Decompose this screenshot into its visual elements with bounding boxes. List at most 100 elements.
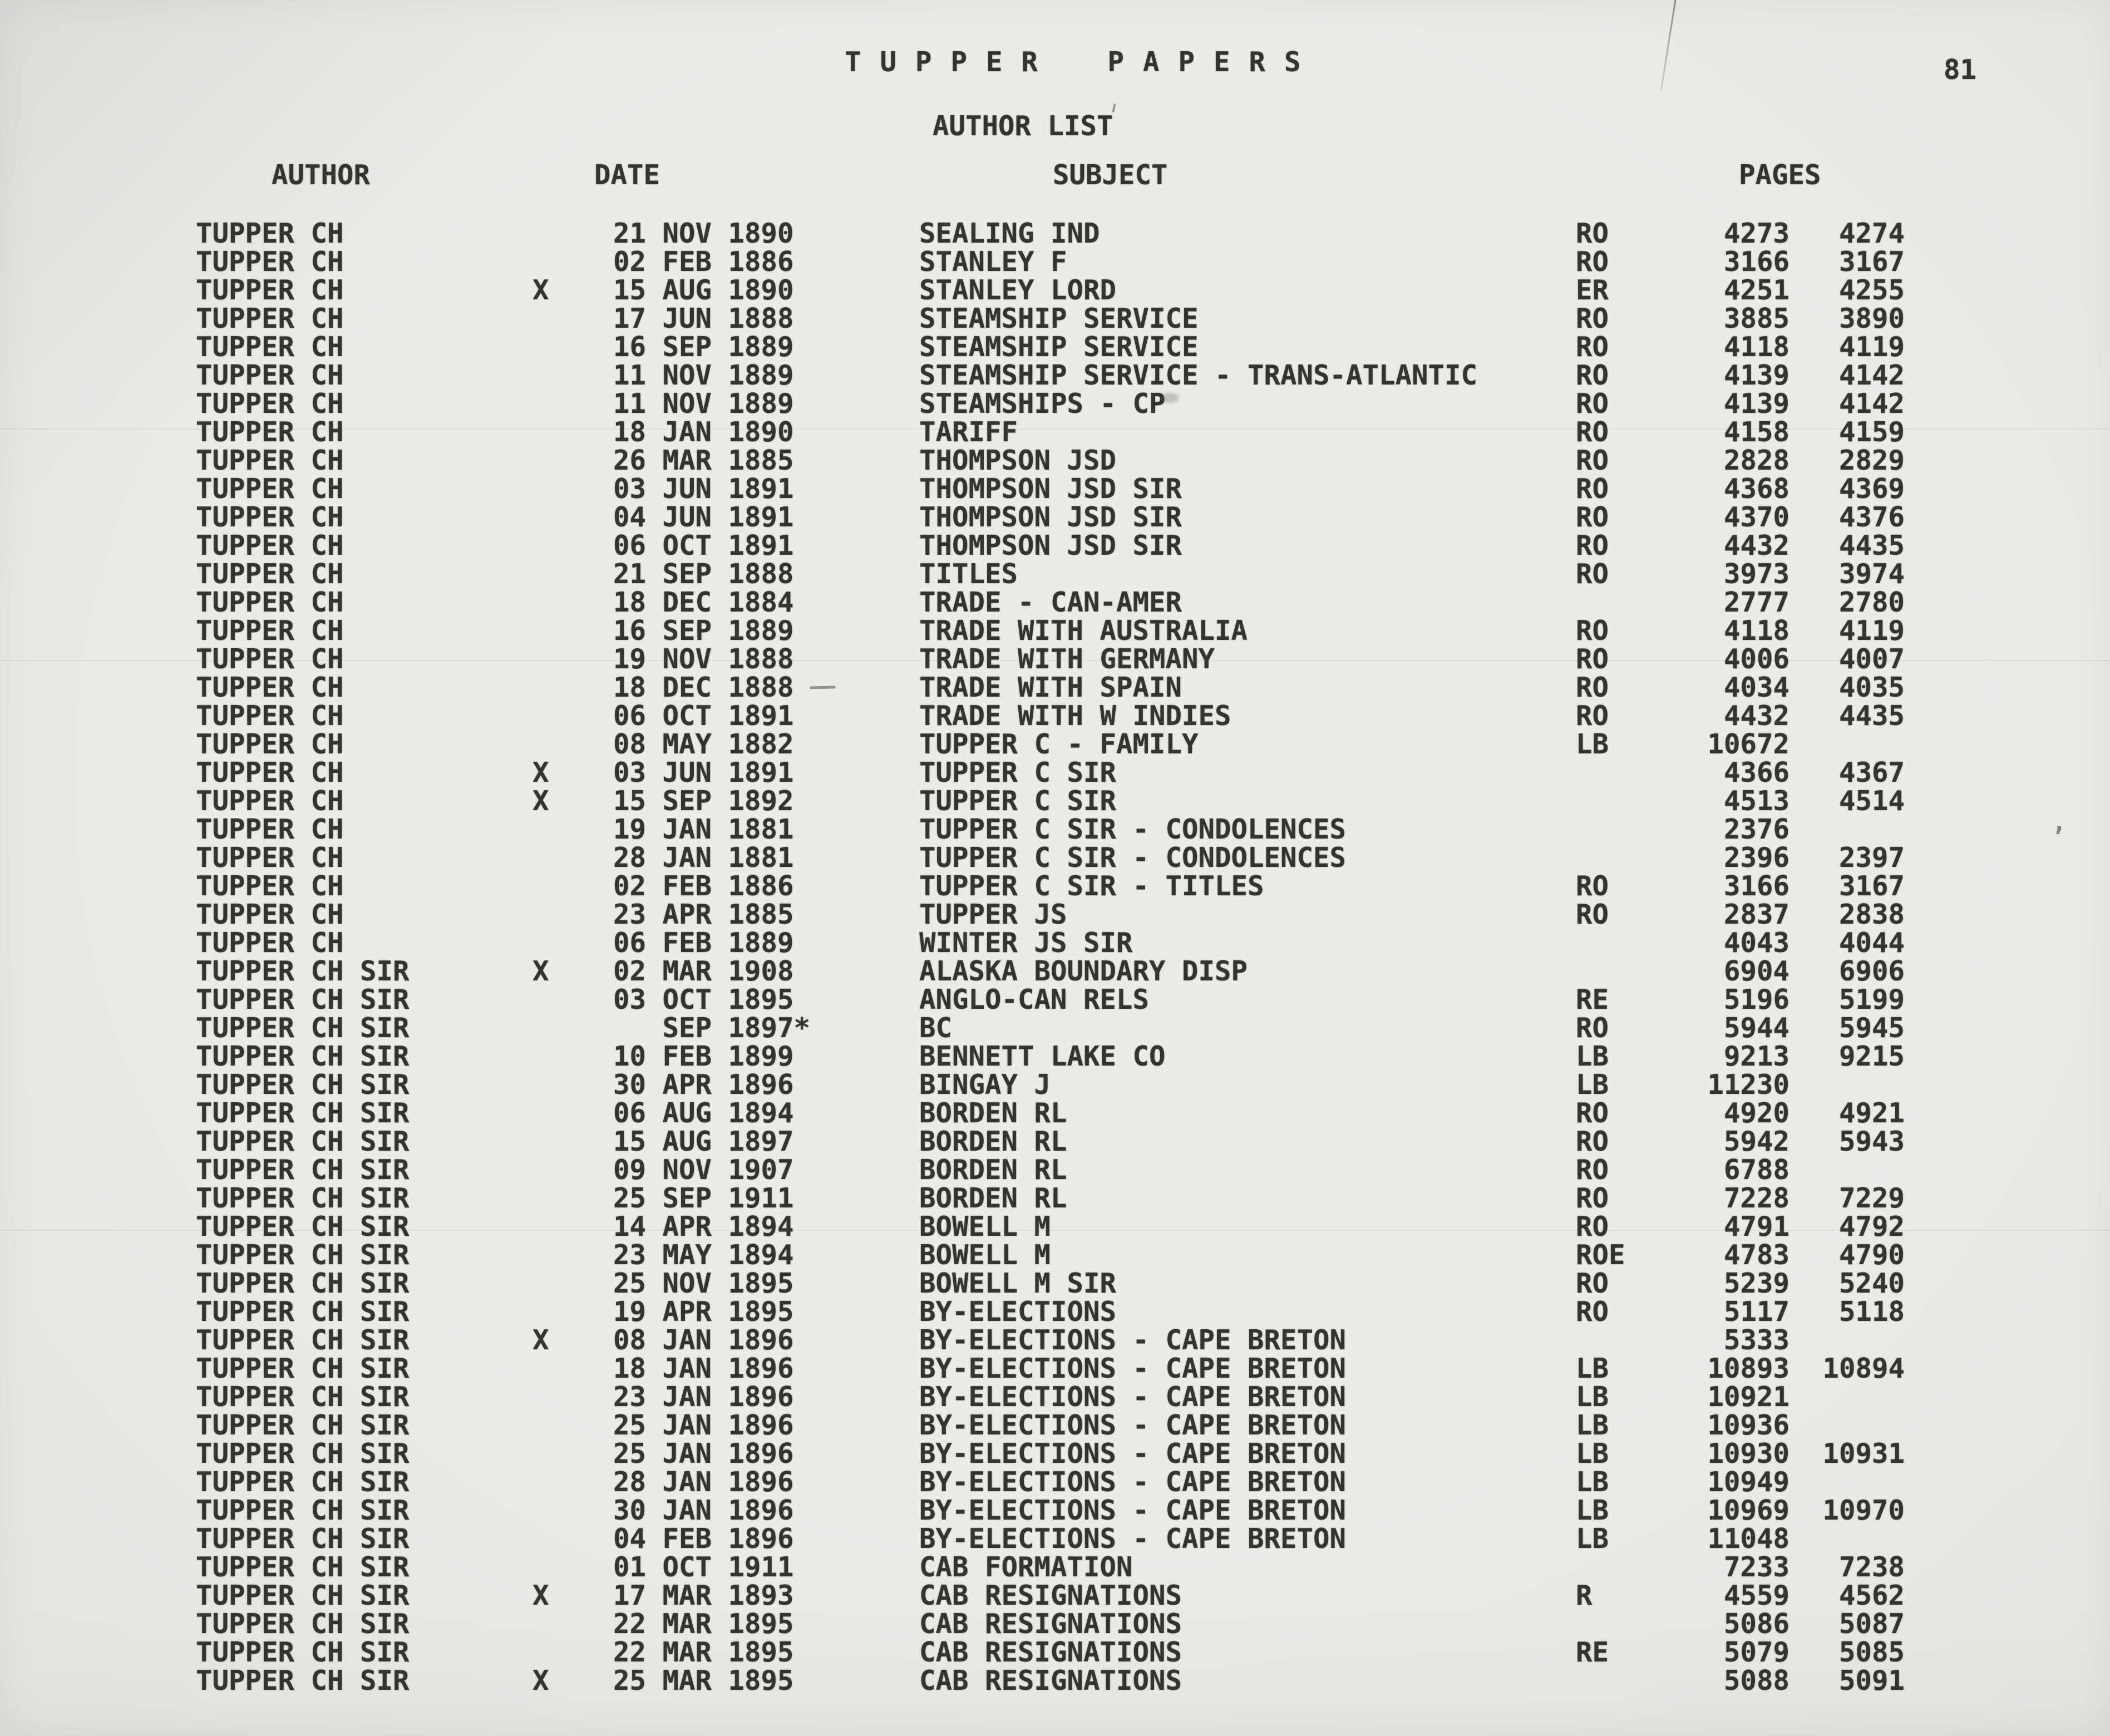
page-from-cell: 5239 [1723,1268,1789,1299]
subject-cell: SEALING IND [919,218,1100,249]
table-row: TUPPER CH SIR 09 NOV 1907 BORDEN RL RO 6788 [196,1156,1921,1184]
page-to-cell: 5091 [1838,1665,1905,1696]
subject-cell: THOMPSON JSD SIR [919,530,1182,561]
page-to-cell: 4514 [1838,785,1905,817]
date-cell: 15 AUG 1890 [613,274,794,306]
page-to-cell: 4376 [1838,501,1905,533]
author-cell: TUPPER CH [196,643,344,675]
subject-cell: ANGLO-CAN RELS [919,984,1150,1015]
page-from-cell: 4370 [1723,501,1789,533]
page-from-cell: 11230 [1707,1069,1789,1101]
subject-cell: CAB RESIGNATIONS [919,1580,1182,1611]
table-row: TUPPER CH SIR 22 MAR 1895 CAB RESIGNATIONS… [196,1638,1921,1666]
code-cell: RO [1576,1126,1609,1157]
table-row: TUPPER CH SIR 10 FEB 1899 BENNETT LAKE CO L… [196,1042,1921,1071]
page-from-cell: 3885 [1723,303,1789,334]
subject-cell: TUPPER JS [919,899,1067,930]
page-from-cell: 5079 [1723,1636,1789,1668]
code-cell: LB [1576,1495,1609,1526]
code-cell: RO [1576,530,1609,561]
subject-cell: BY-ELECTIONS - CAPE BRETON [919,1324,1347,1356]
date-cell: 22 MAR 1895 [613,1636,794,1668]
page-number: 81 [1944,54,1977,86]
code-cell: RO [1576,473,1609,505]
cross-mark-cell: X [533,757,549,788]
code-cell: R [1576,1580,1593,1611]
date-cell: 25 MAR 1895 [613,1665,794,1696]
code-cell: LB [1576,1438,1609,1469]
page-to-cell: 2829 [1838,445,1905,476]
page-from-cell: 10936 [1707,1409,1789,1441]
ink-speck-artifact: ’ [2051,822,2066,851]
page-to-cell: 7229 [1838,1182,1905,1214]
subject-cell: STEAMSHIP SERVICE - TRANS-ATLANTIC [919,359,1478,391]
date-cell: 28 JAN 1896 [613,1466,794,1498]
subject-cell: BY-ELECTIONS - CAPE BRETON [919,1353,1347,1384]
page-to-cell: 4044 [1838,927,1905,959]
page-from-cell: 4118 [1723,615,1789,647]
page-from-cell: 7233 [1723,1551,1789,1583]
page-to-cell: 4367 [1838,757,1905,788]
date-cell: 18 DEC 1888 [613,672,794,703]
page-to-cell: 4562 [1838,1580,1905,1611]
subject-cell: TRADE WITH W INDIES [919,700,1231,732]
date-cell: 21 SEP 1888 [613,558,794,590]
page-from-cell: 5088 [1723,1665,1789,1696]
page-from-cell: 5196 [1723,984,1789,1015]
page-to-cell: 4790 [1838,1239,1905,1271]
table-row: TUPPER CH 18 DEC 1884 TRADE - CAN-AMER 2777… [196,588,1921,617]
page-to-cell: 4035 [1838,672,1905,703]
code-cell: RO [1576,643,1609,675]
date-cell: 08 JAN 1896 [613,1324,794,1356]
page-from-cell: 2837 [1723,899,1789,930]
table-row: TUPPER CH 26 MAR 1885 THOMPSON JSD RO 2828 28… [196,446,1921,475]
code-cell: RO [1576,672,1609,703]
page-to-cell: 3167 [1838,870,1905,902]
code-cell: LB [1576,1353,1609,1384]
code-cell: RO [1576,416,1609,448]
table-row: TUPPER CH SIR 19 APR 1895 BY-ELECTIONS RO 51… [196,1298,1921,1326]
table-row: TUPPER CH SIR 22 MAR 1895 CAB RESIGNATIONS… [196,1610,1921,1638]
page-to-cell: 10931 [1822,1438,1905,1469]
date-cell: 06 FEB 1889 [613,927,794,959]
subject-cell: BY-ELECTIONS - CAPE BRETON [919,1466,1347,1498]
date-cell: 02 FEB 1886 [613,246,794,278]
subject-cell: THOMPSON JSD SIR [919,473,1182,505]
scratch-artifact [1660,0,1677,91]
table-row: TUPPER CH SIR 30 APR 1896 BINGAY J LB 11230 [196,1071,1921,1099]
page-to-cell: 5118 [1838,1296,1905,1328]
author-cell: TUPPER CH SIR [196,1126,410,1157]
page-to-cell: 4792 [1838,1211,1905,1242]
author-cell: TUPPER CH [196,246,344,278]
page-from-cell: 4432 [1723,530,1789,561]
page-from-cell: 10921 [1707,1381,1789,1413]
subject-cell: BY-ELECTIONS - CAPE BRETON [919,1409,1347,1441]
date-cell: 08 MAY 1882 [613,728,794,760]
page-to-cell: 3890 [1838,303,1905,334]
date-cell: 25 NOV 1895 [613,1268,794,1299]
subject-cell: TITLES [919,558,1018,590]
subject-cell: TUPPER C SIR - TITLES [919,870,1264,902]
date-cell: 11 NOV 1889 [613,388,794,420]
date-cell: 21 NOV 1890 [613,218,794,249]
author-cell: TUPPER CH [196,303,344,334]
table-row: TUPPER CH 16 SEP 1889 STEAMSHIP SERVICE RO 4… [196,333,1921,361]
author-cell: TUPPER CH [196,274,344,306]
subject-cell: BY-ELECTIONS - CAPE BRETON [919,1523,1347,1555]
code-cell: RO [1576,1268,1609,1299]
page-from-cell: 10893 [1707,1353,1789,1384]
author-cell: TUPPER CH [196,870,344,902]
subject-cell: BY-ELECTIONS - CAPE BRETON [919,1495,1347,1526]
page-from-cell: 4139 [1723,359,1789,391]
date-cell: 22 MAR 1895 [613,1608,794,1640]
page-to-cell: 5085 [1838,1636,1905,1668]
table-row: TUPPER CH 02 FEB 1886 TUPPER C SIR - TITLE… [196,872,1921,900]
author-cell: TUPPER CH [196,813,344,845]
author-cell: TUPPER CH [196,927,344,959]
date-cell: 10 FEB 1899 [613,1040,794,1072]
author-cell: TUPPER CH SIR [196,1495,410,1526]
author-cell: TUPPER CH SIR [196,1523,410,1555]
author-cell: TUPPER CH [196,615,344,647]
author-cell: TUPPER CH SIR [196,1409,410,1441]
table-row: TUPPER CH SIR X 25 MAR 1895 CAB RESIGNATION… [196,1666,1921,1695]
